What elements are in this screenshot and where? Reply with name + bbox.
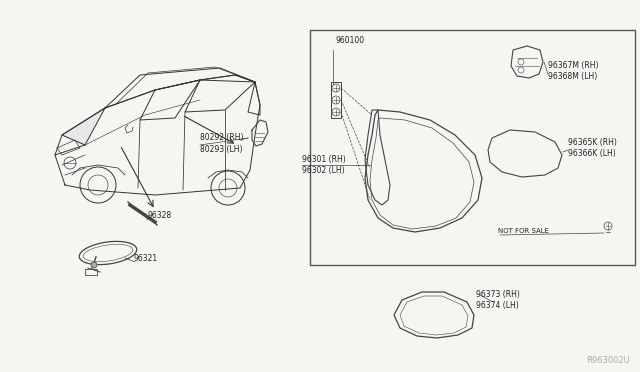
Text: 960100: 960100 [335, 36, 364, 45]
Text: 96374 (LH): 96374 (LH) [476, 301, 519, 310]
Text: R963002U: R963002U [586, 356, 630, 365]
Bar [85, 269, 97, 275]
Circle shape [91, 262, 97, 268]
Text: 80293 (LH): 80293 (LH) [200, 145, 243, 154]
Text: 96302 (LH): 96302 (LH) [302, 166, 344, 175]
Bar [331, 82, 341, 118]
Polygon shape [62, 108, 105, 145]
Text: 80292 (RH): 80292 (RH) [200, 133, 243, 142]
Text: 96373 (RH): 96373 (RH) [476, 290, 520, 299]
Text: 96328: 96328 [148, 211, 172, 220]
Bar [310, 30, 635, 265]
Text: 96368M (LH): 96368M (LH) [548, 72, 597, 81]
Text: 96301 (RH): 96301 (RH) [302, 155, 346, 164]
Text: 96321: 96321 [133, 254, 157, 263]
Text: 96366K (LH): 96366K (LH) [568, 149, 616, 158]
Text: 96365K (RH): 96365K (RH) [568, 138, 617, 147]
Text: NOT FOR SALE: NOT FOR SALE [498, 228, 549, 234]
Text: 96367M (RH): 96367M (RH) [548, 61, 598, 70]
